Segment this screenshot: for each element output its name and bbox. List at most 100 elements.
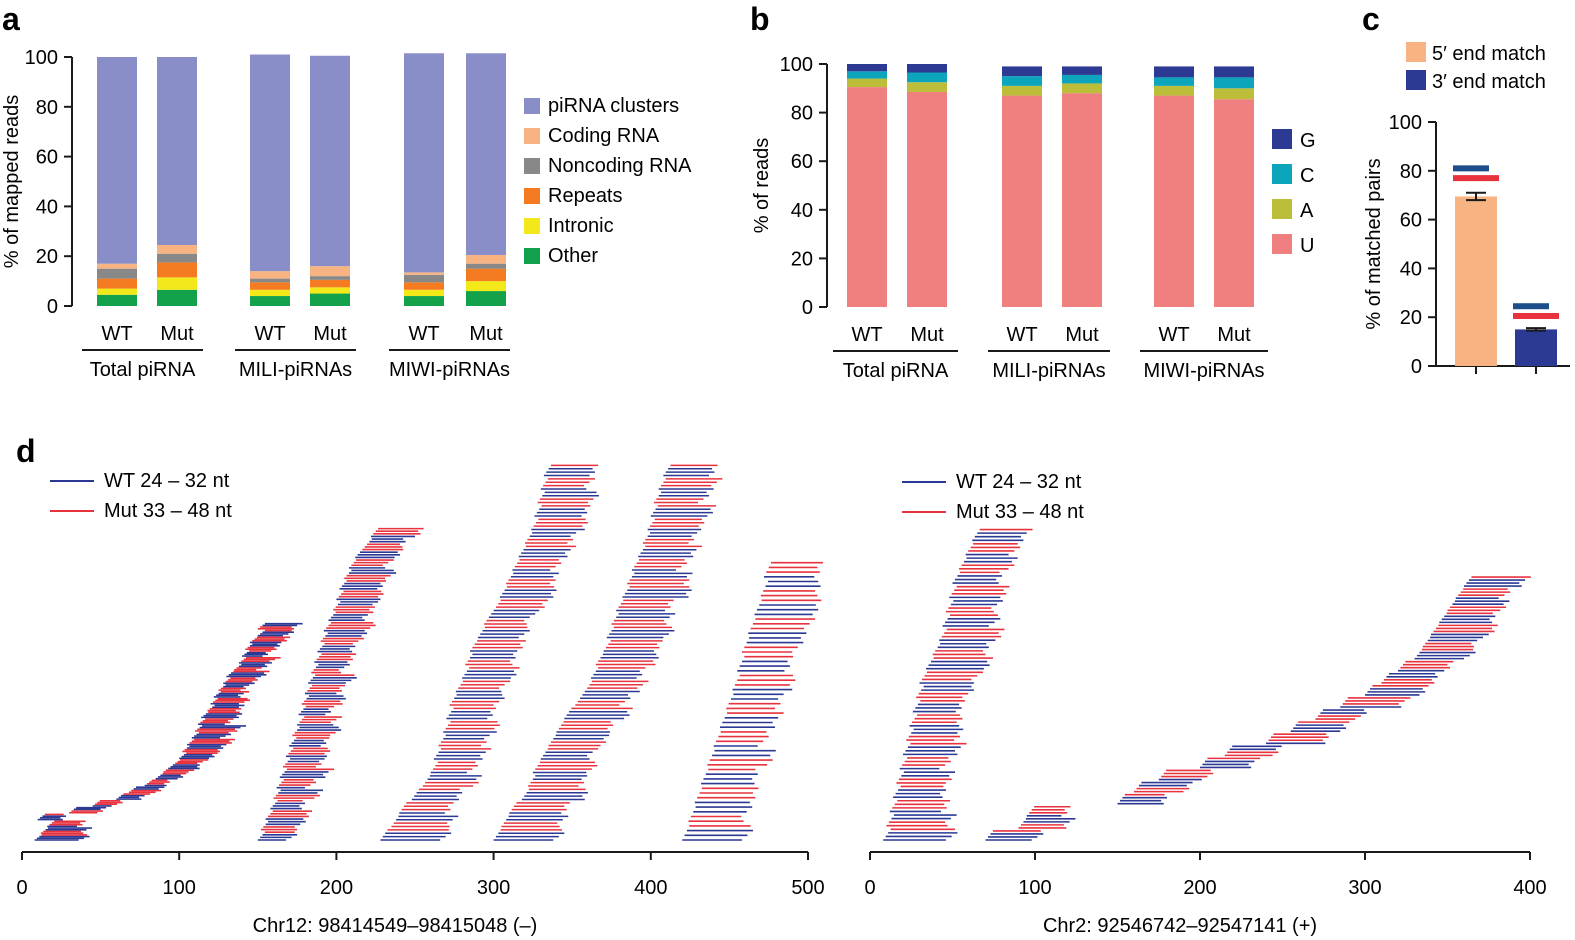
bar-segment-repeats bbox=[310, 279, 350, 288]
y-tick-label: 100 bbox=[1389, 112, 1422, 134]
x-category-label: WT bbox=[851, 324, 882, 346]
bar-segment-coding-rna bbox=[250, 271, 290, 279]
bar-segment-other bbox=[250, 296, 290, 306]
y-tick-label: 60 bbox=[36, 147, 58, 169]
legend-label: WT 24 – 32 nt bbox=[104, 470, 230, 492]
x-tick-label: 200 bbox=[1183, 877, 1216, 899]
y-tick-label: 0 bbox=[802, 297, 813, 319]
group-label: MILI-piRNAs bbox=[239, 359, 352, 381]
bar-segment-g bbox=[1002, 66, 1042, 77]
legend-label: WT 24 – 32 nt bbox=[956, 471, 1082, 493]
bar-segment-pirna-clusters bbox=[250, 54, 290, 272]
x-tick-label: 100 bbox=[1018, 877, 1051, 899]
x-category-label: Mut bbox=[910, 324, 944, 346]
x-tick-label: 100 bbox=[163, 877, 196, 899]
y-axis-label: % of matched pairs bbox=[1363, 158, 1385, 329]
bar-segment-coding-rna bbox=[310, 266, 350, 277]
legend-swatch bbox=[524, 128, 540, 144]
bar-segment-a bbox=[847, 78, 887, 88]
bar-segment-c bbox=[907, 72, 947, 83]
bar-segment-c bbox=[1214, 77, 1254, 89]
bar-segment-repeats bbox=[157, 262, 197, 278]
legend-swatch bbox=[1272, 164, 1292, 184]
x-category-label: Mut bbox=[313, 323, 347, 345]
y-axis-label: % of mapped reads bbox=[1, 95, 23, 268]
bar-segment-a bbox=[907, 82, 947, 92]
panel-label-b: b bbox=[750, 1, 770, 37]
legend-swatch bbox=[524, 188, 540, 204]
x-tick-label: 500 bbox=[791, 877, 824, 899]
bar-segment-repeats bbox=[466, 268, 506, 282]
bar-segment-pirna-clusters bbox=[466, 53, 506, 255]
x-category-label: Mut bbox=[160, 323, 194, 345]
legend-label: Mut 33 – 48 nt bbox=[956, 501, 1084, 523]
bar-segment-u bbox=[1002, 95, 1042, 307]
x-category-label: WT bbox=[1158, 324, 1189, 346]
x-tick-label: 0 bbox=[16, 877, 27, 899]
bar-segment-c bbox=[1154, 77, 1194, 86]
bar-segment-intronic bbox=[97, 288, 137, 295]
bar-segment-c bbox=[1062, 74, 1102, 84]
bar-segment-c bbox=[847, 71, 887, 79]
bar-segment-intronic bbox=[310, 287, 350, 294]
bar-segment-other bbox=[310, 293, 350, 306]
bar-segment-pirna-clusters bbox=[404, 53, 444, 273]
y-tick-label: 0 bbox=[1411, 356, 1422, 378]
bar-segment-coding-rna bbox=[97, 263, 137, 269]
bar-segment-noncoding-rna bbox=[157, 253, 197, 263]
bar bbox=[1455, 196, 1497, 366]
y-tick-label: 60 bbox=[791, 151, 813, 173]
bar-segment-repeats bbox=[250, 282, 290, 290]
panel-d-chart: WT 24 – 32 nt Mut 33 – 48 nt 0 100 200 300 400… bbox=[16, 464, 1547, 937]
bar-segment-intronic bbox=[466, 281, 506, 292]
bar-segment-g bbox=[1214, 66, 1254, 78]
bar-segment-a bbox=[1062, 83, 1102, 94]
bar-segment-coding-rna bbox=[157, 244, 197, 254]
y-tick-label: 80 bbox=[36, 97, 58, 119]
y-axis-label: % of reads bbox=[751, 138, 773, 234]
legend-label: 3′ end match bbox=[1432, 71, 1546, 93]
bar-segment-other bbox=[157, 289, 197, 306]
bar-segment-u bbox=[907, 91, 947, 307]
legend-label: Noncoding RNA bbox=[548, 155, 692, 177]
legend-swatch bbox=[524, 158, 540, 174]
bar-segment-pirna-clusters bbox=[97, 57, 137, 264]
bar-segment-other bbox=[97, 294, 137, 306]
panel-a-chart: 0 20 40 60 80 100 % of mapped reads WT Mut WT Mut W… bbox=[1, 47, 692, 381]
bar-segment-pirna-clusters bbox=[157, 57, 197, 245]
marker-red bbox=[1453, 175, 1499, 182]
y-tick-label: 60 bbox=[1400, 210, 1422, 232]
bar-segment-noncoding-rna bbox=[310, 276, 350, 280]
bar-segment-repeats bbox=[404, 282, 444, 290]
x-category-label: WT bbox=[408, 323, 439, 345]
legend-swatch bbox=[524, 218, 540, 234]
x-category-label: Mut bbox=[1065, 324, 1099, 346]
legend-swatch bbox=[1272, 199, 1292, 219]
x-axis-label: Chr12: 98414549–98415048 (–) bbox=[253, 915, 538, 937]
x-tick-label: 400 bbox=[1513, 877, 1546, 899]
group-label: Total piRNA bbox=[90, 359, 196, 381]
legend-label: Intronic bbox=[548, 215, 614, 237]
group-label: Total piRNA bbox=[843, 360, 949, 382]
bar-segment-intronic bbox=[250, 289, 290, 297]
marker-blue bbox=[1513, 303, 1549, 310]
y-tick-label: 20 bbox=[1400, 307, 1422, 329]
x-tick-label: 0 bbox=[864, 877, 875, 899]
y-tick-label: 20 bbox=[36, 246, 58, 268]
bar-segment-u bbox=[1062, 93, 1102, 307]
legend-label: C bbox=[1300, 165, 1314, 187]
x-tick-label: 400 bbox=[634, 877, 667, 899]
group-label: MILI-piRNAs bbox=[992, 360, 1105, 382]
x-category-label: WT bbox=[254, 323, 285, 345]
legend-swatch bbox=[524, 98, 540, 114]
panel-label-c: c bbox=[1362, 1, 1380, 37]
x-tick-label: 300 bbox=[1348, 877, 1381, 899]
legend-label: 5′ end match bbox=[1432, 43, 1546, 65]
y-tick-label: 0 bbox=[47, 296, 58, 318]
bar-segment-pirna-clusters bbox=[310, 55, 350, 267]
bar-segment-u bbox=[1214, 99, 1254, 307]
legend-swatch bbox=[1272, 129, 1292, 149]
legend-label: U bbox=[1300, 235, 1314, 257]
bar-segment-u bbox=[847, 87, 887, 308]
